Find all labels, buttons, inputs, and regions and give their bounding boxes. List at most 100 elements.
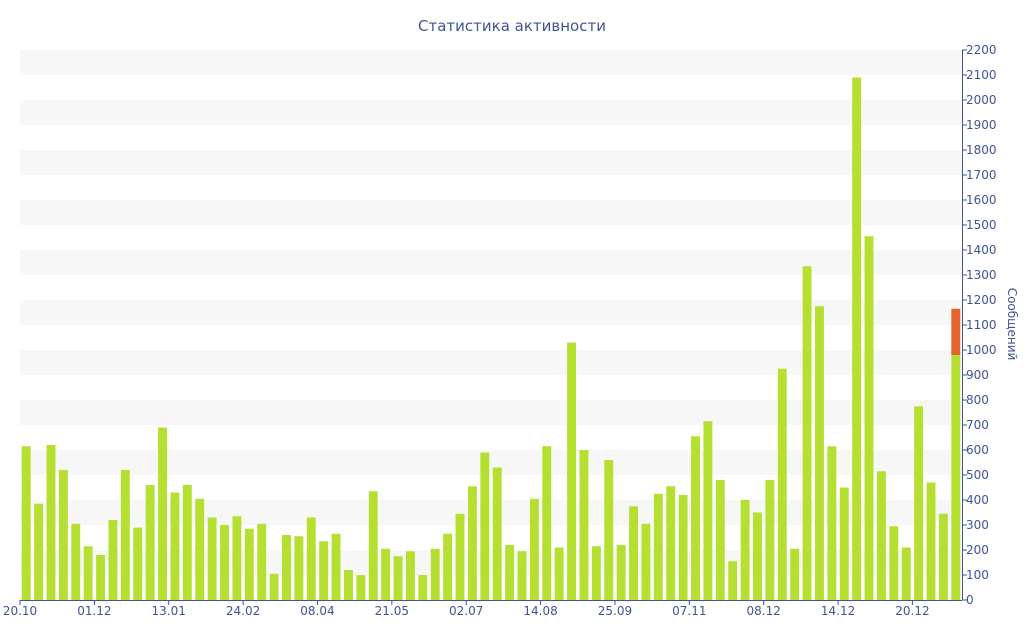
bar <box>319 541 329 600</box>
y-tick-label: 1600 <box>966 193 997 207</box>
y-tick-label: 400 <box>966 493 989 507</box>
bar <box>21 446 31 600</box>
bar <box>691 436 700 600</box>
bar <box>182 485 192 600</box>
bar <box>58 470 68 600</box>
bar <box>852 77 862 600</box>
bar <box>876 471 886 600</box>
bar <box>616 545 626 600</box>
bar <box>343 570 353 600</box>
bar <box>46 445 56 600</box>
bar <box>83 546 93 600</box>
x-ticks-group: 20.10 01.12 13.01 24.02 08.04 21.05 02.07 14.08… <box>3 600 930 618</box>
bar <box>951 355 961 600</box>
grid-band <box>20 250 962 275</box>
bar <box>666 486 676 600</box>
bar <box>480 452 490 600</box>
bar <box>368 491 378 600</box>
bar <box>356 575 366 600</box>
bar <box>604 460 614 600</box>
y-tick-label: 100 <box>966 568 989 582</box>
bar <box>108 520 118 600</box>
x-tick-label: 01.12 <box>77 604 111 618</box>
bar <box>405 551 415 600</box>
bar <box>579 450 589 600</box>
y-tick-label: 200 <box>966 543 989 557</box>
bar <box>591 546 601 600</box>
bar <box>282 535 291 600</box>
bar <box>728 561 738 600</box>
y-tick-label: 2200 <box>966 43 997 57</box>
bar <box>467 486 477 600</box>
bar <box>814 306 824 600</box>
y-tick-label: 1800 <box>966 143 997 157</box>
bar <box>71 523 81 600</box>
bar <box>629 506 639 600</box>
bar <box>926 482 936 600</box>
x-tick-label: 14.08 <box>523 604 557 618</box>
bar <box>802 266 812 600</box>
y-ticks-group: 0 100 200 300 400 500 600 700 800 900 1000 1100 1200… <box>962 43 997 607</box>
bars-group <box>21 77 961 600</box>
x-tick-label: 08.12 <box>747 604 781 618</box>
bar <box>839 487 849 600</box>
x-tick-label: 02.07 <box>449 604 483 618</box>
bar <box>864 236 874 600</box>
bar <box>529 498 539 600</box>
bar <box>753 512 762 600</box>
bar <box>567 342 577 600</box>
y-tick-label: 1500 <box>966 218 997 232</box>
bar <box>244 528 254 600</box>
y-tick-label: 600 <box>966 443 989 457</box>
bar <box>641 523 651 600</box>
y-tick-label: 1900 <box>966 118 997 132</box>
bar-highlight <box>951 308 961 355</box>
y-tick-label: 1400 <box>966 243 997 257</box>
bar <box>827 446 837 600</box>
bar <box>703 421 713 600</box>
y-tick-label: 2100 <box>966 68 997 82</box>
bar <box>554 547 564 600</box>
bar <box>294 536 304 600</box>
y-tick-label: 1000 <box>966 343 997 357</box>
bar <box>195 498 205 600</box>
bar <box>393 556 403 600</box>
bar <box>418 575 428 600</box>
bar <box>715 480 725 600</box>
bar <box>777 368 787 600</box>
bar <box>740 500 750 600</box>
x-tick-label: 24.02 <box>226 604 260 618</box>
bar <box>492 467 502 600</box>
x-tick-label: 25.09 <box>598 604 632 618</box>
bar <box>232 516 242 600</box>
bar <box>517 551 527 600</box>
bar <box>505 545 515 600</box>
bar <box>765 480 775 600</box>
bar <box>678 495 688 600</box>
y-tick-label: 1200 <box>966 293 997 307</box>
y-tick-label: 1100 <box>966 318 997 332</box>
bar <box>220 525 229 600</box>
bar <box>889 526 899 600</box>
bar <box>542 446 552 600</box>
bar <box>269 573 279 600</box>
bar <box>455 513 465 600</box>
y-tick-label: 800 <box>966 393 989 407</box>
bar <box>430 548 440 600</box>
bar <box>170 492 180 600</box>
bar <box>158 427 168 600</box>
x-tick-label: 08.04 <box>300 604 334 618</box>
bar <box>938 513 948 600</box>
bar <box>96 555 106 600</box>
y-tick-label: 2000 <box>966 93 997 107</box>
bar <box>145 485 155 600</box>
chart-title: Статистика активности <box>418 17 606 35</box>
bar <box>257 523 267 600</box>
bar <box>207 517 217 600</box>
x-tick-label: 14.12 <box>821 604 855 618</box>
bar <box>306 517 316 600</box>
y-tick-label: 1700 <box>966 168 997 182</box>
y-axis-label: Сообщений <box>1005 288 1019 361</box>
x-tick-label: 20.12 <box>895 604 929 618</box>
